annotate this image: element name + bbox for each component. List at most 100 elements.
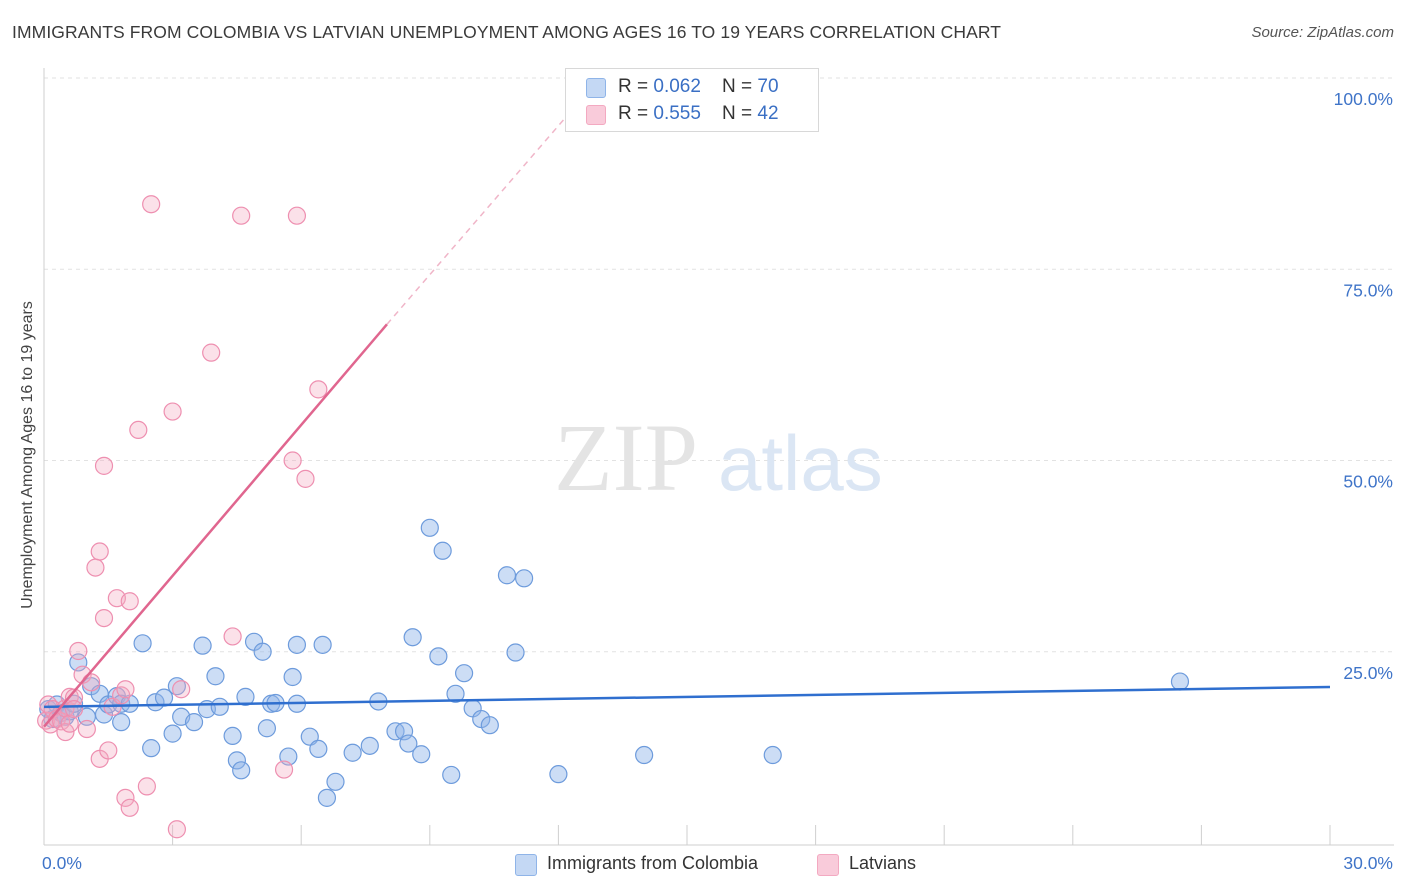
point-latvians xyxy=(99,741,118,760)
point-colombia xyxy=(1170,672,1190,691)
point-colombia xyxy=(515,569,534,588)
legend-n-value-colombia: 70 xyxy=(757,76,779,97)
legend-n-label: N = xyxy=(722,103,758,124)
trend-line-latvians xyxy=(43,323,388,728)
point-colombia xyxy=(206,667,225,686)
point-colombia xyxy=(442,765,461,785)
grid-lines xyxy=(44,77,1394,653)
point-colombia xyxy=(420,518,439,537)
point-latvians xyxy=(167,820,186,839)
point-latvians xyxy=(223,627,242,646)
point-latvians xyxy=(202,343,221,362)
point-latvians xyxy=(120,798,139,817)
point-colombia xyxy=(763,745,782,765)
point-latvians xyxy=(274,760,294,779)
point-colombia xyxy=(223,726,242,746)
point-colombia xyxy=(326,772,345,791)
point-latvians xyxy=(137,777,156,796)
point-colombia xyxy=(506,643,525,662)
point-colombia xyxy=(309,739,328,759)
point-latvians xyxy=(296,469,315,488)
point-latvians xyxy=(94,608,114,628)
x-tick-label: 30.0% xyxy=(1343,853,1393,873)
point-latvians xyxy=(129,420,148,439)
legend-r-value-latvians: 0.555 xyxy=(653,103,701,124)
chart-title: IMMIGRANTS FROM COLOMBIA VS LATVIAN UNEM… xyxy=(12,22,1002,42)
point-latvians xyxy=(309,380,328,399)
point-colombia xyxy=(403,628,422,647)
legend-swatch-latvians xyxy=(586,105,606,125)
point-latvians xyxy=(82,673,101,692)
point-latvians xyxy=(60,714,79,733)
legend-n-value-latvians: 42 xyxy=(757,103,779,124)
point-latvians xyxy=(287,206,307,225)
point-colombia xyxy=(360,736,379,755)
watermark-atlas: atlas xyxy=(718,419,883,507)
point-colombia xyxy=(429,647,448,666)
legend-text-colombia: R = 0.062 N = 70 xyxy=(618,76,779,98)
point-latvians xyxy=(56,722,75,742)
point-latvians xyxy=(94,456,114,475)
bottom-legend-label-colombia: Immigrants from Colombia xyxy=(547,853,759,873)
data-points xyxy=(37,195,1190,839)
axes xyxy=(43,68,1394,846)
legend-r-label: R = xyxy=(618,103,654,124)
point-colombia xyxy=(257,719,277,738)
watermark: ZIP atlas xyxy=(554,404,883,511)
y-axis-label: Unemployment Among Ages 16 to 19 years xyxy=(19,301,36,609)
point-colombia xyxy=(142,739,161,758)
bottom-legend-label-latvians: Latvians xyxy=(849,853,917,873)
point-latvians xyxy=(86,558,105,577)
point-colombia xyxy=(133,634,152,653)
point-latvians xyxy=(116,680,135,699)
point-colombia xyxy=(497,566,517,585)
point-latvians xyxy=(64,700,84,719)
point-colombia xyxy=(112,713,131,732)
point-latvians xyxy=(90,542,109,561)
point-latvians xyxy=(120,592,139,611)
bottom-legend-swatch-colombia xyxy=(515,854,537,876)
tick-labels: 25.0% 50.0% 75.0% 100.0% 0.0% 30.0% xyxy=(42,89,1393,873)
point-colombia xyxy=(317,788,337,807)
point-latvians xyxy=(172,680,191,699)
point-colombia xyxy=(635,745,654,765)
point-colombia xyxy=(232,761,251,780)
point-colombia xyxy=(283,667,302,687)
trend-line-colombia xyxy=(43,685,1331,709)
point-colombia xyxy=(253,642,272,661)
point-latvians xyxy=(77,719,96,739)
legend-text-latvians: R = 0.555 N = 42 xyxy=(618,103,779,125)
point-colombia xyxy=(163,724,182,743)
point-colombia xyxy=(480,716,499,735)
point-latvians xyxy=(283,451,302,470)
legend-swatch-colombia xyxy=(586,78,606,98)
trend-extension-latvians xyxy=(386,100,581,325)
correlation-legend: R = 0.062 N = 70 R = 0.555 N = 42 xyxy=(565,68,819,132)
point-colombia xyxy=(399,734,418,753)
point-colombia xyxy=(446,684,465,703)
point-colombia xyxy=(412,745,431,764)
legend-r-label: R = xyxy=(618,76,654,97)
point-colombia xyxy=(236,687,255,706)
point-colombia xyxy=(549,765,568,784)
source-label: Source: ZipAtlas.com xyxy=(1251,24,1394,41)
y-tick-label: 50.0% xyxy=(1343,472,1393,492)
bottom-legend-swatch-latvians xyxy=(817,854,839,876)
trend-lines xyxy=(43,100,1331,728)
point-colombia xyxy=(313,635,332,654)
point-colombia xyxy=(287,635,307,654)
legend-r-value-colombia: 0.062 xyxy=(653,76,701,97)
y-tick-label: 75.0% xyxy=(1343,280,1393,300)
legend-n-label: N = xyxy=(722,76,758,97)
point-colombia xyxy=(227,751,246,770)
y-tick-label: 100.0% xyxy=(1334,89,1393,109)
x-tick-label: 0.0% xyxy=(42,853,82,873)
point-colombia xyxy=(454,664,474,683)
point-latvians xyxy=(116,788,135,807)
point-latvians xyxy=(163,402,182,421)
point-colombia xyxy=(343,743,362,762)
point-latvians xyxy=(142,195,161,214)
point-colombia xyxy=(210,697,229,716)
watermark-zip: ZIP xyxy=(554,404,698,511)
